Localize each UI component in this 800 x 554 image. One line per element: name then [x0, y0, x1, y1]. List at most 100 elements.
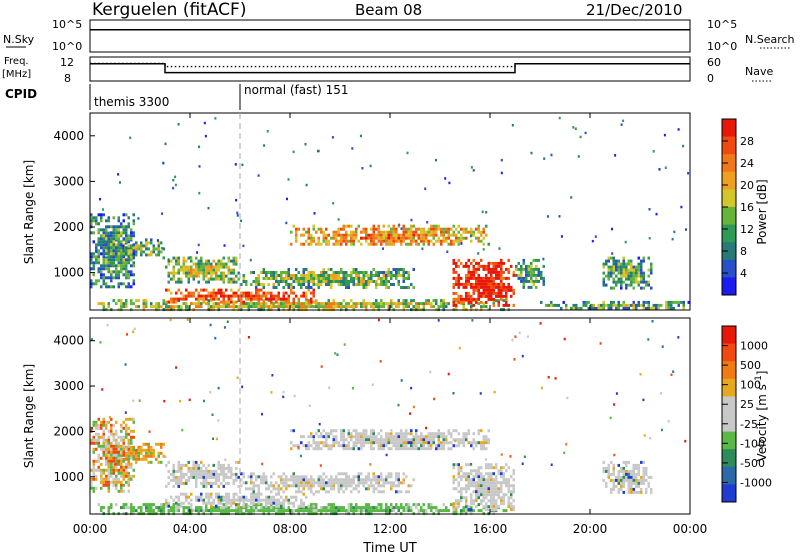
heatmap-cell	[102, 305, 105, 309]
heatmap-cell	[267, 509, 270, 513]
heatmap-cell	[472, 432, 475, 436]
heatmap-cell	[155, 506, 158, 510]
heatmap-cell	[245, 509, 248, 513]
heatmap-cell	[490, 273, 493, 277]
heatmap-cell	[295, 305, 298, 309]
heatmap-cell	[205, 478, 208, 482]
heatmap-cell	[236, 214, 239, 217]
heatmap-cell	[120, 261, 123, 265]
heatmap-cell	[255, 506, 258, 510]
heatmap-cell	[402, 441, 405, 445]
heatmap-cell	[122, 503, 125, 507]
heatmap-cell	[167, 305, 170, 309]
heatmap-cell	[177, 503, 180, 507]
heatmap-cell	[340, 432, 343, 436]
heatmap-cell	[355, 274, 358, 277]
heatmap-cell	[267, 484, 270, 488]
heatmap-cell	[300, 501, 303, 505]
heatmap-cell	[290, 484, 293, 488]
heatmap-cell	[625, 262, 628, 266]
heatmap-cell	[130, 445, 133, 449]
heatmap-cell	[285, 277, 288, 280]
heatmap-cell	[385, 242, 388, 246]
heatmap-cell	[285, 481, 288, 485]
heatmap-cell	[292, 472, 295, 476]
heatmap-cell	[470, 472, 473, 476]
heatmap-cell	[207, 206, 210, 210]
heatmap-cell	[112, 483, 115, 487]
heatmap-cell	[235, 460, 238, 464]
heatmap-cell	[365, 475, 368, 479]
heatmap-cell	[435, 230, 438, 234]
heatmap-cell	[462, 438, 465, 442]
heatmap-cell	[495, 502, 498, 506]
heatmap-cell	[535, 276, 538, 280]
heatmap-cell	[217, 268, 220, 272]
heatmap-cell	[162, 454, 165, 458]
heatmap-cell	[560, 235, 563, 238]
heatmap-cell	[122, 426, 125, 430]
heatmap-cell	[410, 484, 413, 488]
heatmap-cell	[152, 503, 155, 507]
heatmap-cell	[360, 432, 363, 436]
heatmap-cell	[500, 270, 503, 274]
heatmap-cell	[330, 444, 333, 448]
heatmap-cell	[257, 484, 260, 488]
heatmap-cell	[380, 302, 383, 306]
heatmap-cell	[115, 420, 118, 424]
heatmap-cell	[177, 495, 180, 499]
heatmap-cell	[155, 457, 158, 461]
heatmap-cell	[495, 294, 498, 298]
heatmap-cell	[120, 258, 123, 262]
heatmap-cell	[635, 472, 638, 476]
heatmap-cell	[400, 432, 403, 436]
heatmap-cell	[465, 505, 468, 509]
heatmap-cell	[610, 274, 613, 278]
heatmap-cell	[607, 256, 610, 260]
heatmap-cell	[105, 234, 108, 238]
heatmap-cell	[117, 270, 120, 274]
heatmap-cell	[110, 234, 113, 238]
heatmap-cell	[610, 286, 613, 290]
heatmap-cell	[670, 300, 673, 304]
heatmap-cell	[637, 490, 640, 494]
heatmap-cell	[432, 441, 435, 445]
heatmap-cell	[465, 472, 468, 476]
heatmap-cell	[252, 297, 255, 301]
heatmap-cell	[327, 268, 330, 271]
heatmap-cell	[657, 306, 660, 310]
heatmap-cell	[405, 435, 408, 439]
heatmap-cell	[140, 506, 143, 510]
heatmap-cell	[107, 231, 110, 235]
heatmap-cell	[382, 478, 385, 482]
heatmap-cell	[217, 274, 220, 278]
heatmap-cell	[125, 246, 128, 250]
heatmap-cell	[407, 274, 410, 277]
heatmap-cell	[205, 294, 208, 298]
heatmap-cell	[502, 466, 505, 470]
heatmap-cell	[370, 478, 373, 482]
heatmap-cell	[342, 435, 345, 439]
heatmap-cell	[172, 256, 175, 260]
heatmap-cell	[100, 252, 103, 256]
heatmap-cell	[625, 472, 628, 476]
heatmap-cell	[447, 441, 450, 445]
heatmap-cell	[632, 472, 635, 476]
heatmap-cell	[125, 432, 128, 436]
heatmap-cell	[380, 277, 383, 280]
heatmap-cell	[115, 246, 118, 250]
heatmap-cell	[110, 246, 113, 250]
heatmap-cell	[647, 256, 650, 260]
heatmap-cell	[255, 294, 258, 298]
heatmap-cell	[257, 288, 260, 292]
heatmap-cell	[492, 291, 495, 295]
heatmap-cell	[157, 509, 160, 513]
colorbar-tick-label: 20	[740, 179, 754, 192]
heatmap-cell	[325, 475, 328, 479]
heatmap-cell	[227, 271, 230, 275]
heatmap-cell	[277, 484, 280, 488]
heatmap-cell	[467, 258, 470, 262]
heatmap-cell	[310, 277, 313, 280]
heatmap-cell	[272, 302, 275, 306]
heatmap-cell	[182, 501, 185, 505]
